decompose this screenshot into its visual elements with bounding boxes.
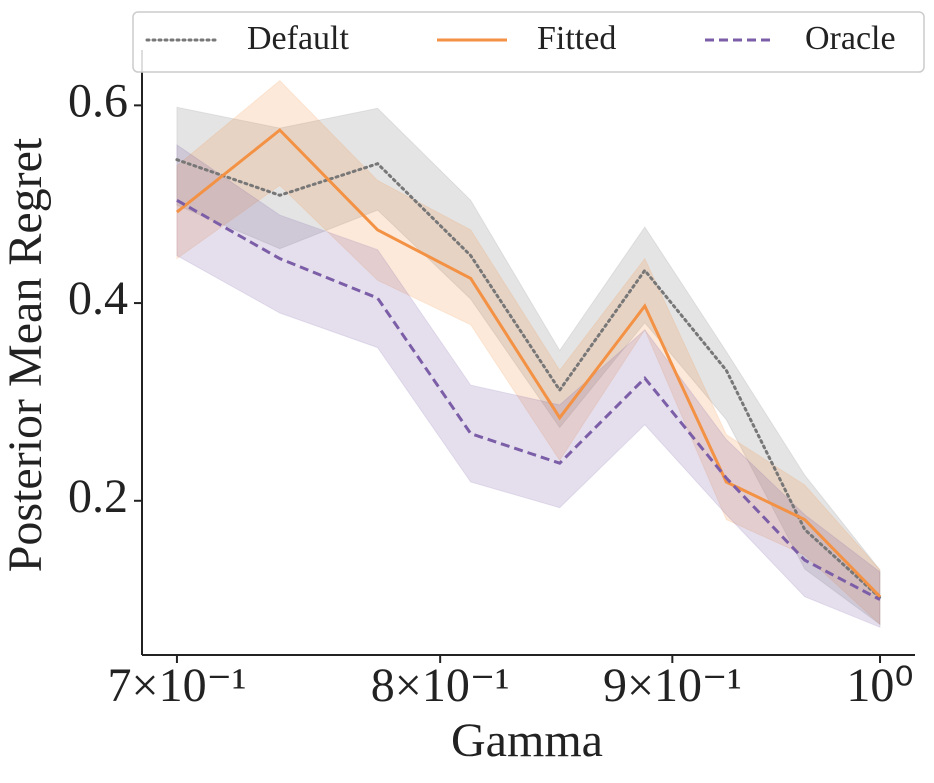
series-line: [175, 128, 882, 598]
y-tick-label: 0.2: [68, 470, 128, 523]
legend-label: Default: [247, 20, 350, 57]
series-line: [176, 198, 881, 601]
y-tick-label: 0.6: [68, 74, 128, 127]
series-line: [175, 158, 882, 600]
x-tick-label: 7×10⁻¹: [108, 659, 247, 712]
y-tick-label: 0.4: [68, 272, 128, 325]
legend-label: Fitted: [537, 20, 616, 57]
legend-label: Oracle: [805, 20, 896, 57]
confidence-band: [176, 79, 881, 626]
confidence-band: [176, 143, 881, 629]
x-tick-label: 10⁰: [846, 659, 913, 712]
legend-box: [132, 11, 925, 73]
confidence-band: [176, 106, 881, 626]
x-tick-label: 8×10⁻¹: [371, 659, 510, 712]
x-axis-label: Gamma: [451, 714, 603, 767]
y-axis-label: Posterior Mean Regret: [0, 137, 52, 572]
x-tick-label: 9×10⁻¹: [603, 659, 742, 712]
